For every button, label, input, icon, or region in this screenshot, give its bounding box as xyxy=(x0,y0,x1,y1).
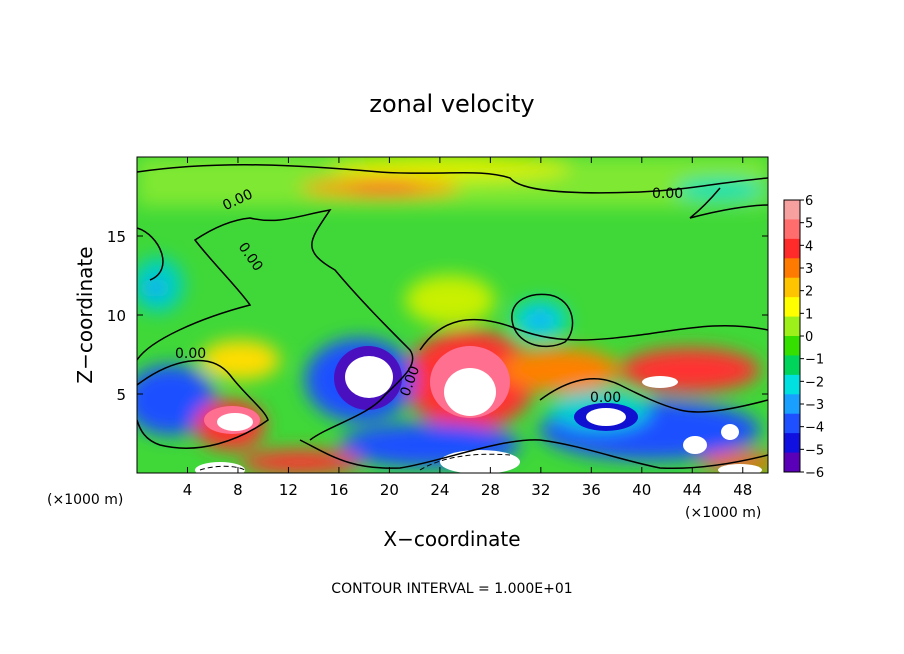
colorbar-tick-label: −2 xyxy=(805,375,824,390)
colorbar-segment xyxy=(784,219,800,240)
colorbar-tick-label: 2 xyxy=(805,285,813,300)
contour-line-center xyxy=(419,318,768,351)
y-axis: 5 10 15 xyxy=(107,228,768,404)
x-tick-label: 12 xyxy=(279,481,298,499)
core-white-bottom-1 xyxy=(195,462,245,473)
x-tick-label: 40 xyxy=(632,481,651,499)
x-unit-right: (×1000 m) xyxy=(685,505,761,521)
colorbar-segment xyxy=(784,433,800,454)
y-tick-label: 15 xyxy=(107,228,126,246)
core-white-bottom-3 xyxy=(718,464,762,473)
colorbar-segment xyxy=(784,413,800,434)
colorbar-segment xyxy=(784,316,800,337)
x-axis-label: X−coordinate xyxy=(383,527,520,551)
field-yellow-top xyxy=(330,157,570,182)
x-tick-label: 4 xyxy=(183,481,193,499)
field-blue-left xyxy=(145,279,165,297)
field-yellow-mid xyxy=(405,275,495,325)
contour-line-lower-left xyxy=(137,359,269,449)
field-red-jet xyxy=(350,183,420,193)
colorbar-segment xyxy=(784,355,800,376)
core-white-mid xyxy=(586,408,626,426)
colorbar-tick-label: 0 xyxy=(805,330,813,345)
x-tick-label: 16 xyxy=(329,481,348,499)
zero-contours xyxy=(137,164,768,471)
colorbar-segment xyxy=(784,238,800,259)
contour-line-eddy xyxy=(511,293,574,348)
x-tick-label: 36 xyxy=(582,481,601,499)
chart-title: zonal velocity xyxy=(369,90,534,118)
field-yellow-left xyxy=(200,340,280,380)
colorbar-tick-label: 3 xyxy=(805,262,813,277)
x-tick-label: 28 xyxy=(481,481,500,499)
core-white-right-2 xyxy=(683,436,707,454)
core-white-neg xyxy=(345,356,393,398)
core-white-right-1 xyxy=(642,376,678,388)
colorbar-tick-label: −5 xyxy=(805,443,824,458)
colorbar-segment xyxy=(784,277,800,298)
colorbar-tick-label: −6 xyxy=(805,466,824,481)
colorbar-segment xyxy=(784,336,800,356)
field-orange-band xyxy=(500,348,620,392)
colorbar-tick-label: 5 xyxy=(805,217,813,232)
colorbar-segment xyxy=(784,452,800,473)
contour-line-negative-dashed xyxy=(199,453,511,471)
heatmap-cores xyxy=(195,346,762,473)
contour-label-left: 0.00 xyxy=(175,346,206,362)
x-tick-label: 20 xyxy=(380,481,399,499)
x-tick-label: 48 xyxy=(733,481,752,499)
colorbar-segment xyxy=(784,297,800,318)
colorbar-tick-label: 6 xyxy=(805,194,813,209)
x-tick-label: 8 xyxy=(233,481,243,499)
core-white-pos xyxy=(444,368,496,416)
colorbar-segment xyxy=(784,374,800,395)
contour-line-top xyxy=(137,164,768,194)
heatmap-field xyxy=(137,157,768,473)
contour-line-lower-right xyxy=(539,378,768,413)
x-axis: 4 8 12 16 20 24 28 32 36 40 44 48 xyxy=(183,157,752,499)
colorbar-segment xyxy=(784,394,800,415)
colorbar-tick-label: −4 xyxy=(805,421,824,436)
x-tick-label: 32 xyxy=(531,481,550,499)
field-blue-eddy xyxy=(528,312,552,328)
colorbar-segment xyxy=(784,258,800,279)
contour-label-top-right: 0.00 xyxy=(652,186,683,202)
core-white-bottom-2 xyxy=(440,450,520,473)
field-cyan-right-top xyxy=(675,178,765,202)
contour-label-lower-right: 0.00 xyxy=(590,390,621,406)
colorbar: 6 5 4 3 2 1 0 −1 −2 −3 −4 −5 −6 xyxy=(783,194,824,481)
contour-line-bottom xyxy=(299,439,768,470)
colorbar-segment xyxy=(784,200,800,220)
colorbar-tick-label: −1 xyxy=(805,353,824,368)
core-white-right-3 xyxy=(721,424,739,440)
field-red-bottom xyxy=(240,450,360,473)
y-tick-label: 10 xyxy=(107,307,126,325)
contour-line-upper xyxy=(137,187,768,281)
heatmap-plot-area: 0.00 0.00 0.00 0.00 0.00 0.00 xyxy=(137,157,768,473)
x-unit-left: (×1000 m) xyxy=(47,492,123,508)
y-axis-label: Z−coordinate xyxy=(73,246,97,383)
colorbar-tick-label: −3 xyxy=(805,398,824,413)
field-red-right xyxy=(620,348,760,392)
colorbar-tick-label: 1 xyxy=(805,307,813,322)
field-blue-low-left xyxy=(137,365,215,435)
colorbar-tick-label: 4 xyxy=(805,239,813,254)
y-tick-label: 5 xyxy=(116,386,126,404)
x-tick-label: 44 xyxy=(683,481,702,499)
contour-line-middle xyxy=(137,208,414,441)
contour-interval-note: CONTOUR INTERVAL = 1.000E+01 xyxy=(331,581,572,597)
core-white-left xyxy=(217,413,253,431)
x-tick-label: 24 xyxy=(430,481,449,499)
